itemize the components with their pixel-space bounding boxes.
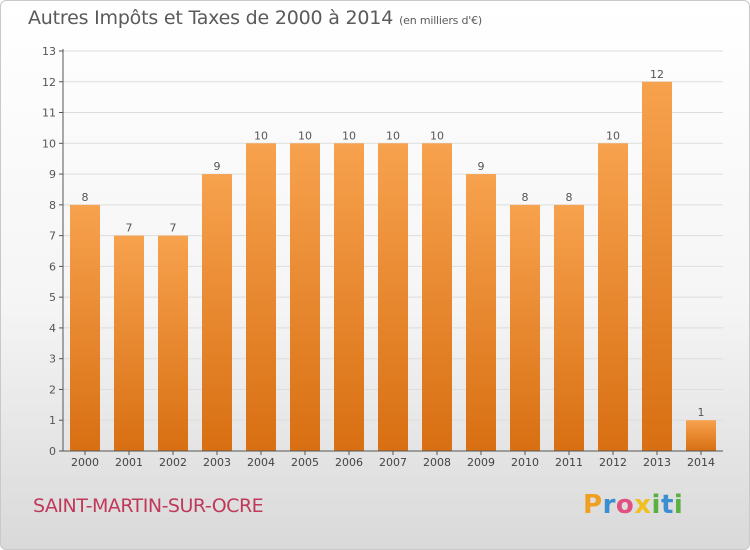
labels: 0123456789101112138200072001720029200310… (42, 45, 715, 469)
logo-letter: r (602, 490, 616, 520)
bar (70, 204, 100, 451)
x-tick-label: 2014 (687, 456, 715, 469)
bar-value-label: 12 (650, 68, 664, 81)
logo-letter: P (583, 490, 603, 520)
bar-value-label: 10 (298, 129, 312, 142)
bar (114, 235, 144, 451)
bar-value-label: 10 (254, 129, 268, 142)
bar-value-label: 8 (82, 191, 89, 204)
bar (686, 420, 716, 451)
bar (466, 174, 496, 452)
logo-letter: i (673, 490, 684, 520)
bar (158, 235, 188, 451)
y-tick-label: 7 (49, 230, 56, 243)
bar-value-label: 10 (606, 129, 620, 142)
bar (246, 143, 276, 452)
logo-letter: t (660, 490, 674, 520)
y-tick-label: 4 (49, 322, 56, 335)
bar-value-label: 8 (522, 191, 529, 204)
commune-name: SAINT-MARTIN-SUR-OCRE (33, 495, 264, 517)
y-tick-label: 13 (42, 45, 56, 58)
y-tick-label: 0 (49, 445, 56, 458)
bar (554, 204, 584, 451)
bar (642, 81, 672, 452)
x-tick-label: 2010 (511, 456, 539, 469)
bar (202, 174, 232, 452)
y-tick-label: 8 (49, 199, 56, 212)
y-tick-label: 5 (49, 291, 56, 304)
chart-title: Autres Impôts et Taxes de 2000 à 2014 (en… (28, 7, 482, 29)
bars (70, 81, 716, 452)
x-tick-label: 2004 (247, 456, 275, 469)
y-tick-label: 10 (42, 137, 56, 150)
bar-value-label: 8 (566, 191, 573, 204)
bar-value-label: 7 (126, 222, 133, 235)
x-tick-label: 2006 (335, 456, 363, 469)
chart-title-text: Autres Impôts et Taxes de 2000 à 2014 (28, 7, 394, 29)
bar (510, 204, 540, 451)
logo-letter: x (634, 490, 652, 520)
bar-value-label: 7 (170, 222, 177, 235)
logo-letter: o (615, 490, 635, 520)
x-tick-label: 2007 (379, 456, 407, 469)
x-tick-label: 2008 (423, 456, 451, 469)
bar (598, 143, 628, 452)
y-tick-label: 11 (42, 107, 56, 120)
bar-value-label: 9 (214, 160, 221, 173)
bar (378, 143, 408, 452)
x-tick-label: 2003 (203, 456, 231, 469)
x-tick-label: 2001 (115, 456, 143, 469)
proxiti-logo: Proxiti (583, 490, 683, 520)
axes (59, 49, 723, 455)
x-tick-label: 2009 (467, 456, 495, 469)
x-tick-label: 2000 (71, 456, 99, 469)
chart-subtitle: (en milliers d'€) (399, 14, 482, 27)
y-tick-label: 12 (42, 76, 56, 89)
logo-letter: i (651, 490, 661, 520)
bar (334, 143, 364, 452)
bar-value-label: 10 (342, 129, 356, 142)
bar-value-label: 1 (698, 406, 705, 419)
y-tick-label: 9 (49, 168, 56, 181)
x-tick-label: 2012 (599, 456, 627, 469)
bar-value-label: 10 (386, 129, 400, 142)
x-tick-label: 2005 (291, 456, 319, 469)
bar (422, 143, 452, 452)
y-tick-label: 1 (49, 414, 56, 427)
y-tick-label: 2 (49, 383, 56, 396)
y-tick-label: 3 (49, 353, 56, 366)
bar-value-label: 10 (430, 129, 444, 142)
bar-value-label: 9 (478, 160, 485, 173)
bar (290, 143, 320, 452)
x-tick-label: 2011 (555, 456, 583, 469)
y-tick-label: 6 (49, 260, 56, 273)
x-tick-label: 2013 (643, 456, 671, 469)
x-tick-label: 2002 (159, 456, 187, 469)
